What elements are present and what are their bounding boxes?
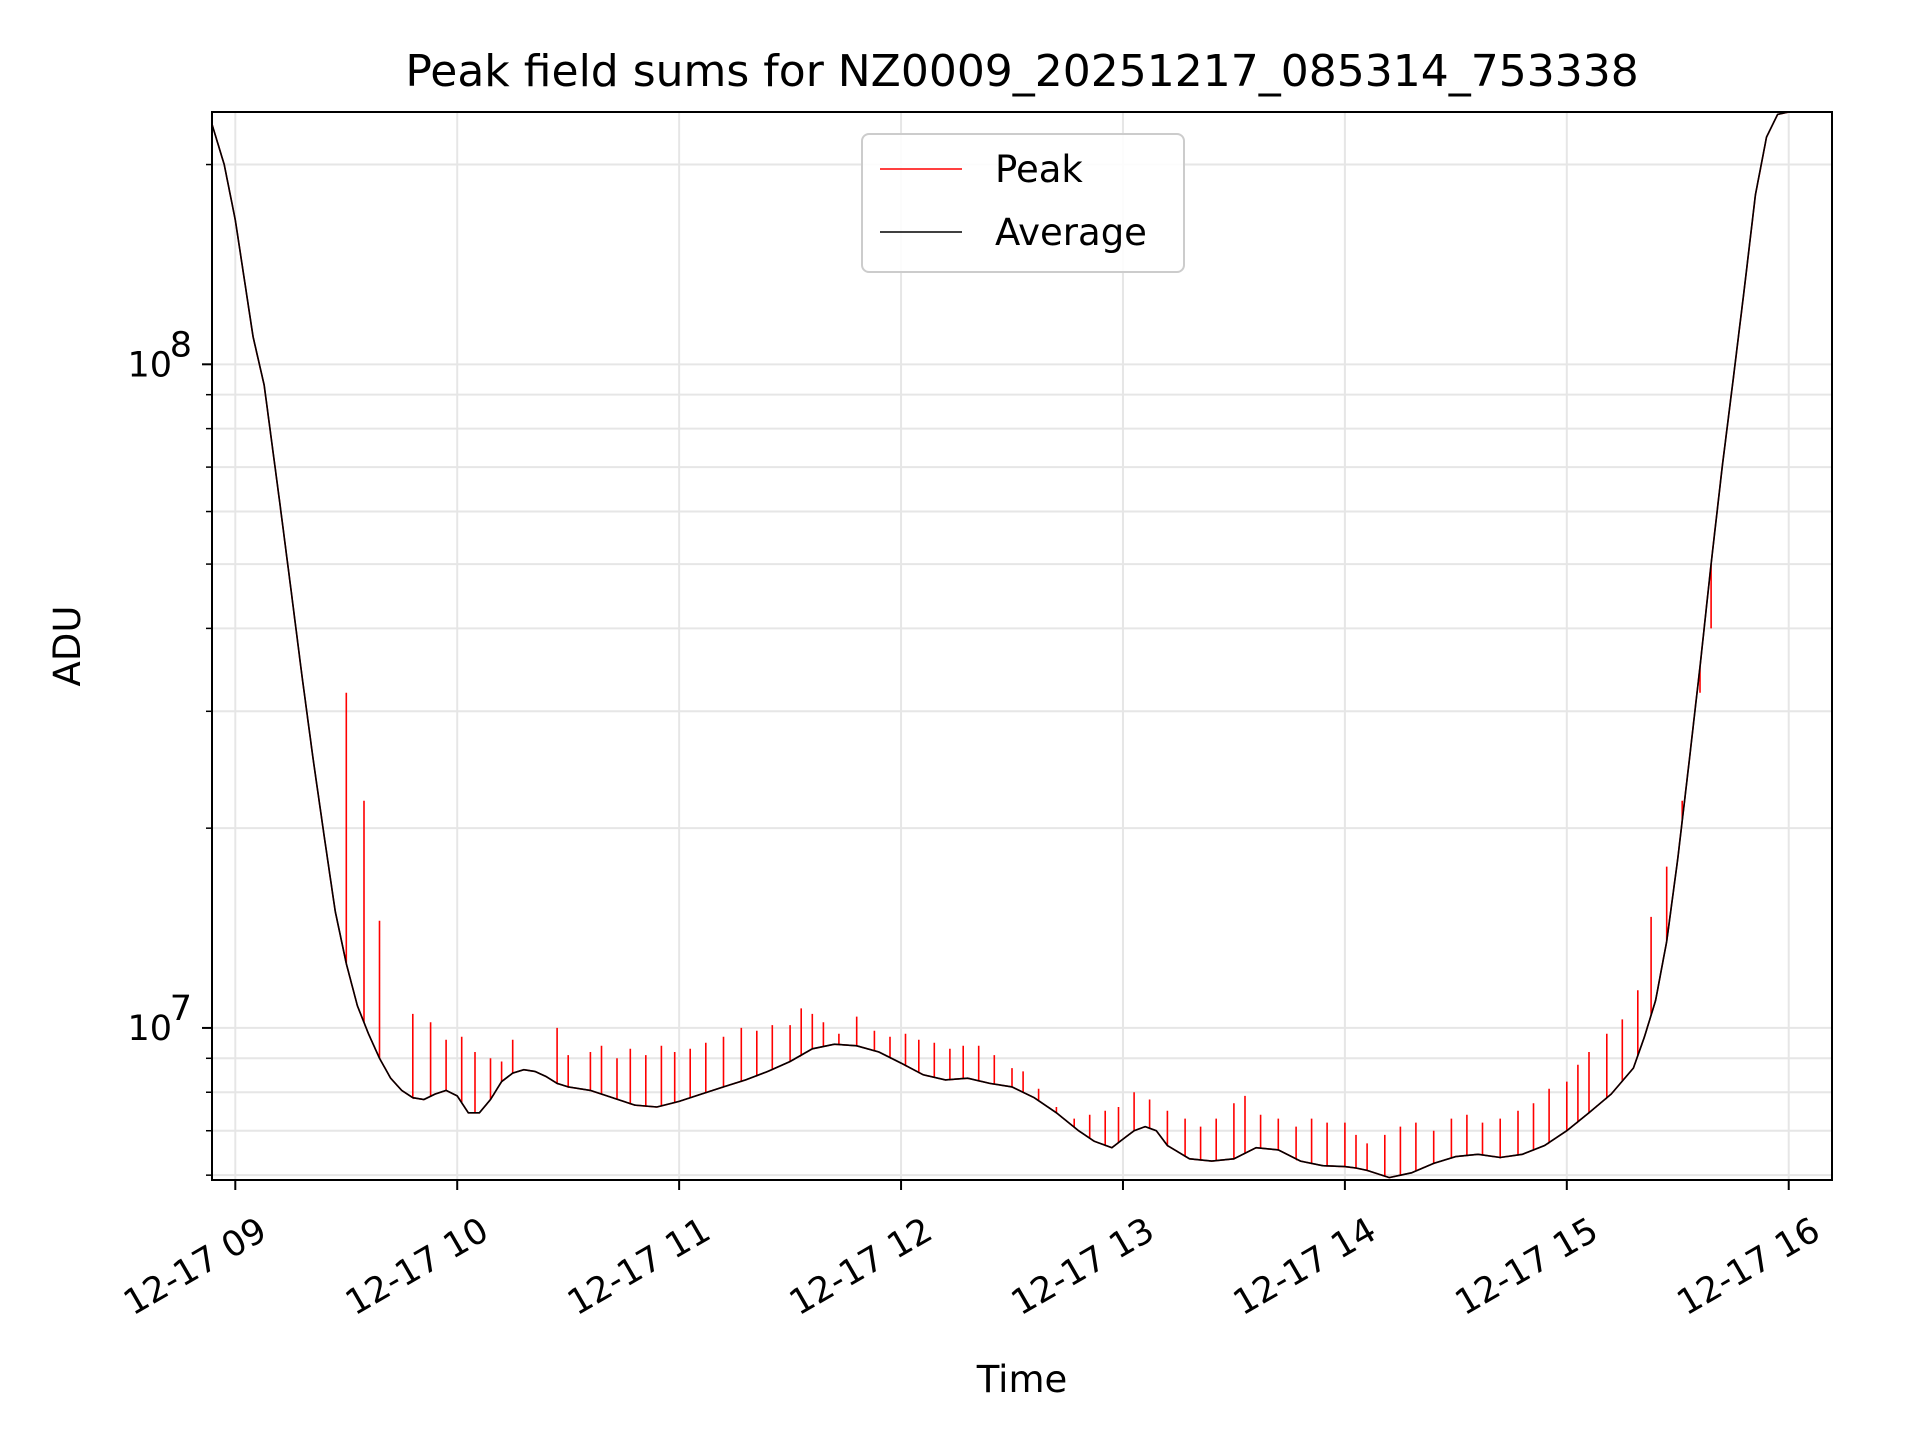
y-tick-label-base: 10: [127, 1009, 172, 1049]
series-layer: [212, 112, 1832, 1179]
y-tick-label-exponent: 8: [170, 325, 192, 365]
y-tick-label-exponent: 7: [170, 989, 192, 1029]
legend-average-label: Average: [995, 211, 1147, 254]
legend-peak-label: Peak: [995, 148, 1083, 191]
legend: Peak Average: [861, 133, 1185, 273]
average-series-line: [212, 112, 1832, 1179]
y-axis-label: ADU: [46, 606, 89, 687]
plot-frame: [211, 111, 1833, 1181]
chart-title: Peak field sums for NZ0009_20251217_0853…: [405, 46, 1638, 97]
x-axis-label: Time: [976, 1358, 1068, 1401]
y-tick-label-base: 10: [127, 345, 172, 385]
